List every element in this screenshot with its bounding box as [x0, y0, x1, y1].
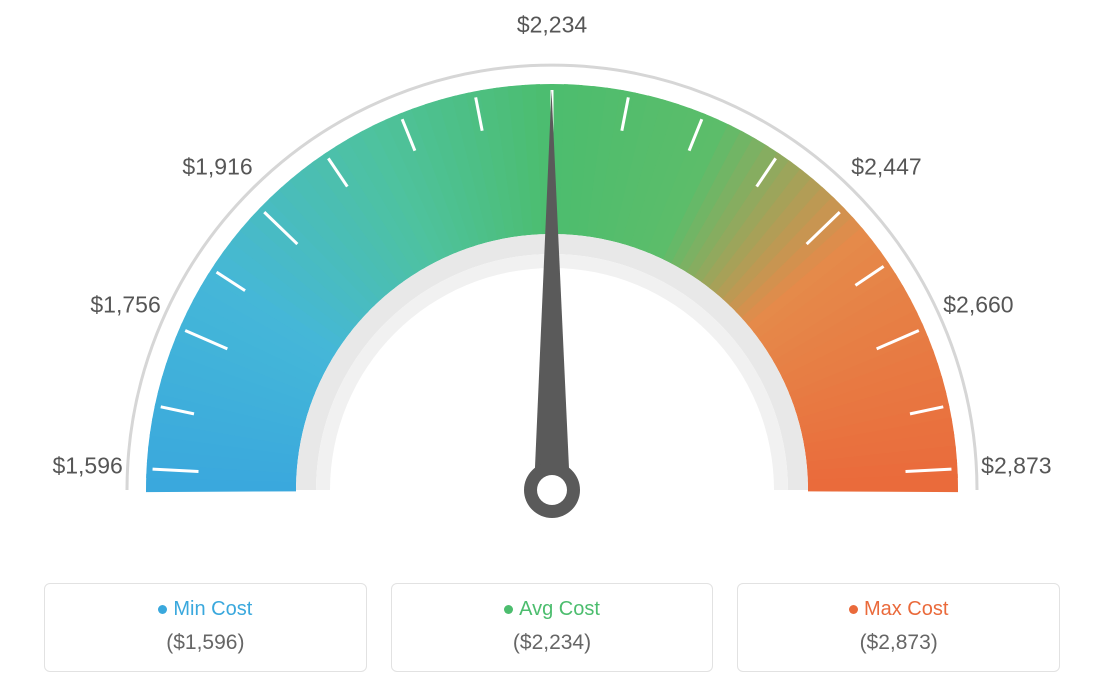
legend-min-label: Min Cost [173, 598, 252, 620]
gauge-tick-label: $1,596 [52, 452, 122, 479]
legend-min-value: ($1,596) [55, 631, 356, 655]
legend-max-title: Max Cost [748, 598, 1049, 621]
legend-avg-label: Avg Cost [519, 598, 600, 620]
gauge-tick-label: $2,234 [517, 12, 587, 39]
legend-max-label: Max Cost [864, 598, 948, 620]
dot-icon [504, 605, 513, 614]
gauge-tick-label: $1,916 [182, 153, 252, 180]
legend-card-min: Min Cost ($1,596) [44, 583, 367, 672]
dot-icon [158, 605, 167, 614]
legend-min-title: Min Cost [55, 598, 356, 621]
gauge-tick-label: $2,660 [943, 291, 1013, 318]
gauge-tick-label: $2,873 [981, 452, 1051, 479]
legend-avg-value: ($2,234) [402, 631, 703, 655]
chart-container: $1,596 $1,756 $1,916 $2,234 $2,447 $2,660 $2,8… [0, 0, 1104, 690]
legend-avg-title: Avg Cost [402, 598, 703, 621]
gauge-tick-label: $1,756 [90, 291, 160, 318]
legend-card-avg: Avg Cost ($2,234) [391, 583, 714, 672]
legend-card-max: Max Cost ($2,873) [737, 583, 1060, 672]
gauge-tick-label: $2,447 [851, 153, 921, 180]
legend-max-value: ($2,873) [748, 631, 1049, 655]
gauge-svg [0, 0, 1104, 560]
legend-row: Min Cost ($1,596) Avg Cost ($2,234) Max … [44, 583, 1060, 672]
dot-icon [849, 605, 858, 614]
gauge-chart: $1,596 $1,756 $1,916 $2,234 $2,447 $2,660 $2,8… [0, 0, 1104, 560]
